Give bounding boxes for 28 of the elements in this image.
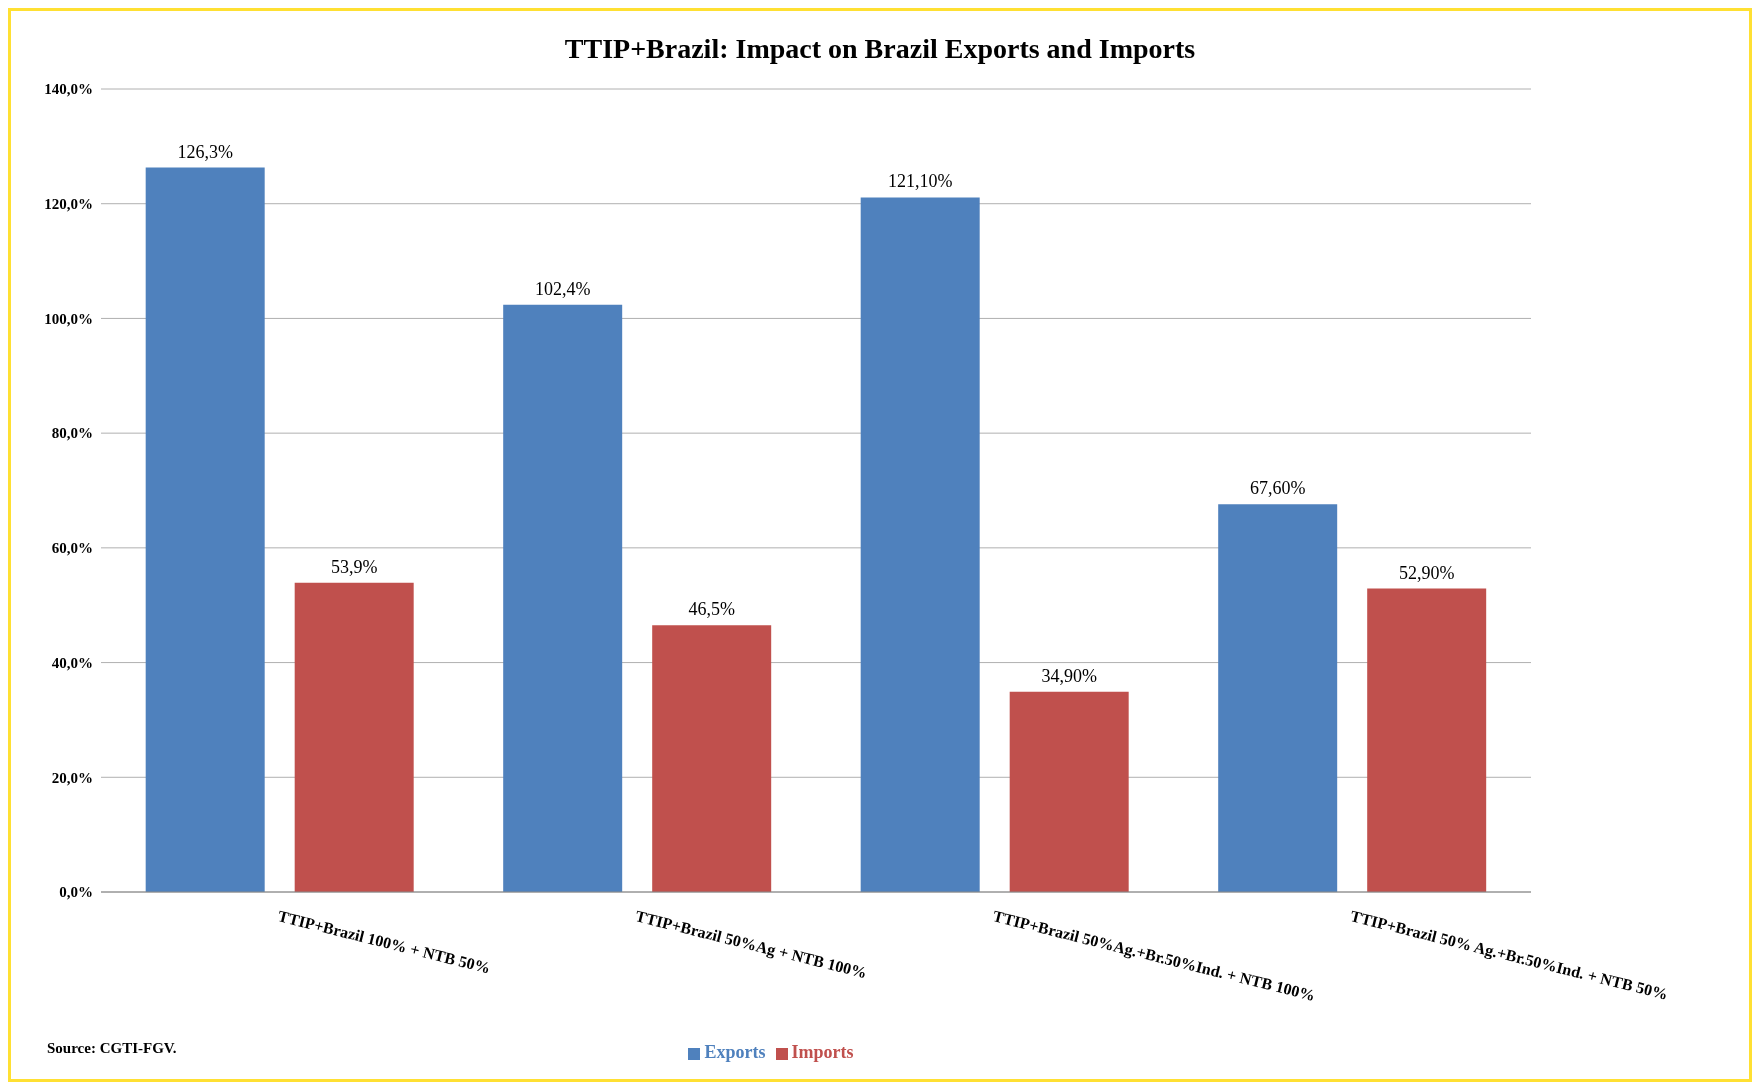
data-label: 53,9%	[330, 556, 378, 577]
chart-title: TTIP+Brazil: Impact on Brazil Exports and Imports	[563, 33, 1197, 65]
y-tick-label: 60,0%	[51, 540, 93, 557]
data-label: 46,5%	[688, 599, 735, 620]
legend-label: Exports	[704, 1042, 766, 1062]
source-note: Source: CGTI-FGV.	[47, 1040, 177, 1057]
bar	[145, 167, 265, 892]
y-tick-label: 40,0%	[51, 654, 93, 671]
data-label: 52,90%	[1398, 562, 1455, 583]
bar	[1367, 588, 1487, 892]
bar	[652, 625, 772, 892]
data-label: 102,4%	[534, 278, 591, 299]
y-tick-label: 20,0%	[51, 769, 93, 786]
data-label: 34,90%	[1041, 665, 1097, 686]
y-tick-label: 0,0%	[59, 884, 93, 901]
bar	[503, 304, 623, 892]
y-tick-label: 120,0%	[44, 196, 93, 213]
y-tick-label: 80,0%	[51, 425, 93, 442]
bar	[1218, 504, 1338, 892]
y-tick-label: 140,0%	[44, 81, 93, 98]
data-label: 121,10%	[887, 171, 953, 192]
bar	[294, 582, 414, 892]
data-label: 67,60%	[1249, 478, 1306, 499]
y-tick-label: 100,0%	[44, 310, 93, 327]
bar	[860, 197, 980, 892]
legend-label: Imports	[791, 1042, 854, 1062]
data-label: 126,3%	[177, 141, 233, 162]
bar	[1009, 691, 1129, 892]
